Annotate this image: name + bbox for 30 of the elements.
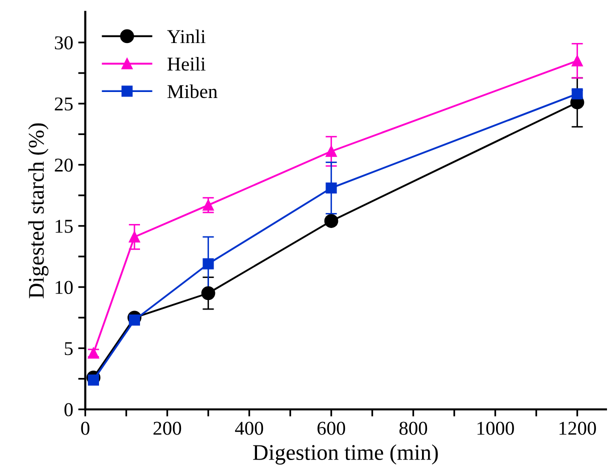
point — [572, 88, 583, 100]
point — [572, 55, 583, 66]
y-tick-label: 20 — [54, 158, 73, 172]
x-tick-label: 800 — [399, 422, 428, 435]
y-tick-label: 15 — [56, 220, 73, 233]
y-tick-label: 30 — [54, 36, 73, 50]
y-tick-label: 0 — [64, 403, 73, 416]
y-tick-label: 5 — [64, 342, 73, 356]
x-tick-label: 200 — [154, 422, 182, 435]
point — [128, 231, 140, 242]
x-axis-title: Digestion time (min) — [253, 444, 438, 465]
x-tick-label: 600 — [318, 422, 346, 435]
point — [202, 200, 214, 211]
point — [128, 314, 140, 326]
point — [201, 286, 216, 300]
x-tick-label: 1000 — [478, 422, 514, 435]
point — [326, 182, 337, 194]
point — [324, 214, 338, 228]
point — [202, 258, 214, 270]
point — [88, 374, 100, 386]
x-tick-label: 400 — [235, 422, 264, 435]
legend-label: Heili — [167, 56, 206, 71]
legend-label: Miben — [167, 84, 218, 98]
y-axis-title: Digested starch (%) — [28, 123, 48, 298]
y-tick-label: 25 — [54, 97, 73, 111]
legend-label: Yinli — [167, 30, 206, 44]
point — [326, 146, 337, 157]
y-tick-label: 10 — [56, 280, 73, 294]
x-tick-label: 1200 — [560, 422, 596, 435]
x-tick-label: 0 — [81, 422, 90, 435]
